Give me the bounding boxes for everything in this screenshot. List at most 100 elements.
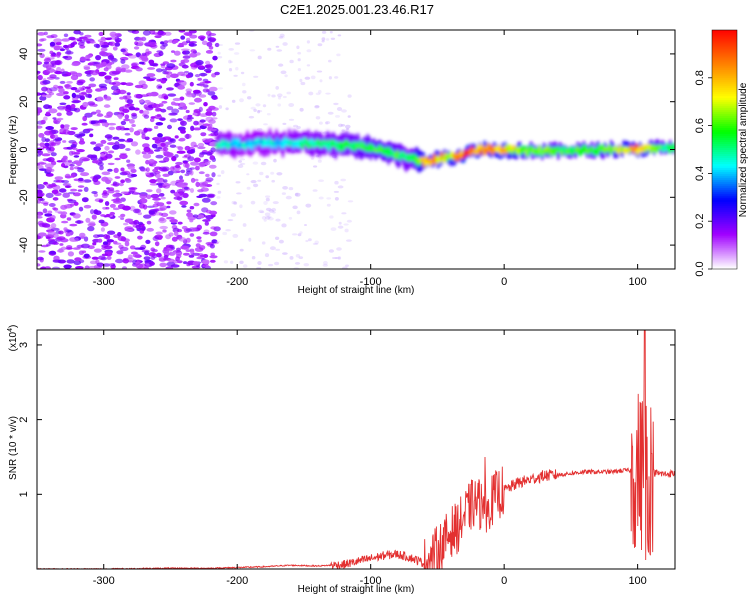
noise-speckle <box>200 132 207 137</box>
noise-speckle <box>308 238 312 242</box>
noise-speckle <box>68 191 76 195</box>
noise-speckle <box>41 86 48 92</box>
colorbar-step <box>712 81 737 85</box>
noise-speckle <box>106 255 112 260</box>
colorbar-step <box>712 63 737 67</box>
noise-speckle <box>150 256 156 260</box>
colorbar-step <box>712 91 737 95</box>
colorbar-step <box>712 187 737 190</box>
colorbar-step <box>712 149 737 152</box>
noise-speckle <box>104 37 113 41</box>
noise-speckle <box>147 67 156 70</box>
noise-speckle <box>83 38 90 41</box>
noise-speckle <box>87 226 95 232</box>
noise-speckle <box>102 263 111 267</box>
noise-speckle <box>275 236 280 240</box>
noise-speckle <box>78 86 83 92</box>
noise-speckle <box>304 224 307 226</box>
noise-speckle <box>210 252 215 256</box>
x-tick-label: -100 <box>360 276 382 288</box>
colorbar-step <box>712 107 737 111</box>
noise-speckle <box>155 68 163 73</box>
noise-speckle <box>172 97 182 102</box>
noise-speckle <box>155 122 164 126</box>
colorbar-step <box>712 105 737 109</box>
noise-speckle <box>275 45 280 48</box>
noise-speckle <box>192 261 199 266</box>
noise-speckle <box>83 186 89 192</box>
noise-speckle <box>104 75 112 80</box>
colorbar-step <box>712 33 737 37</box>
noise-speckle <box>98 71 107 76</box>
noise-speckle <box>346 219 352 223</box>
colorbar-step <box>712 159 737 162</box>
noise-speckle <box>176 228 183 233</box>
noise-speckle <box>235 181 241 184</box>
noise-speckle <box>91 160 99 164</box>
noise-speckle <box>39 53 45 59</box>
noise-speckle <box>167 258 175 263</box>
y-tick-label: 2 <box>18 417 30 423</box>
noise-speckle <box>37 43 43 47</box>
noise-speckle <box>39 142 46 148</box>
noise-speckle <box>190 161 199 166</box>
noise-speckle <box>250 200 256 205</box>
noise-speckle <box>289 256 294 260</box>
noise-speckle <box>202 160 212 163</box>
noise-speckle <box>341 129 345 132</box>
track-core <box>394 152 398 160</box>
colorbar-step <box>712 37 737 41</box>
noise-speckle <box>135 224 141 230</box>
noise-speckle <box>124 114 130 120</box>
noise-speckle <box>106 239 115 243</box>
noise-speckle <box>193 127 202 131</box>
noise-speckle <box>179 175 183 180</box>
noise-speckle <box>195 52 201 56</box>
noise-speckle <box>141 151 147 155</box>
spectrogram-noise <box>37 30 354 269</box>
noise-speckle <box>193 90 202 96</box>
colorbar-step <box>712 155 737 158</box>
noise-speckle <box>87 101 96 106</box>
noise-speckle <box>149 172 157 177</box>
noise-speckle <box>82 158 90 162</box>
noise-speckle <box>225 107 229 111</box>
noise-speckle <box>261 241 266 245</box>
colorbar-step <box>712 209 737 212</box>
noise-speckle <box>83 179 92 183</box>
noise-speckle <box>45 68 55 73</box>
noise-speckle <box>114 189 120 193</box>
noise-speckle <box>189 233 195 237</box>
colorbar-step <box>712 31 737 35</box>
noise-speckle <box>53 207 59 211</box>
noise-speckle <box>333 102 339 106</box>
noise-speckle <box>202 264 210 268</box>
noise-speckle <box>278 36 283 39</box>
noise-speckle <box>116 114 124 118</box>
noise-speckle <box>127 30 137 33</box>
noise-speckle <box>318 179 324 182</box>
noise-speckle <box>55 119 62 123</box>
noise-speckle <box>193 157 201 163</box>
noise-speckle <box>214 42 220 48</box>
noise-speckle <box>127 166 135 170</box>
noise-speckle <box>171 236 178 242</box>
noise-speckle <box>44 142 50 147</box>
noise-speckle <box>91 120 100 124</box>
noise-speckle <box>84 86 91 89</box>
colorbar-step <box>712 175 737 178</box>
noise-speckle <box>303 263 310 267</box>
noise-speckle <box>265 175 270 179</box>
snr-x-axis-label: Height of straight line (km) <box>298 584 415 595</box>
noise-speckle <box>199 119 206 123</box>
noise-speckle <box>323 260 328 265</box>
noise-speckle <box>56 51 62 56</box>
noise-speckle <box>48 108 58 114</box>
colorbar-step <box>712 195 737 198</box>
noise-speckle <box>330 227 337 232</box>
noise-speckle <box>45 147 52 151</box>
noise-speckle <box>322 263 328 267</box>
noise-speckle <box>46 166 53 173</box>
noise-speckle <box>81 122 88 126</box>
